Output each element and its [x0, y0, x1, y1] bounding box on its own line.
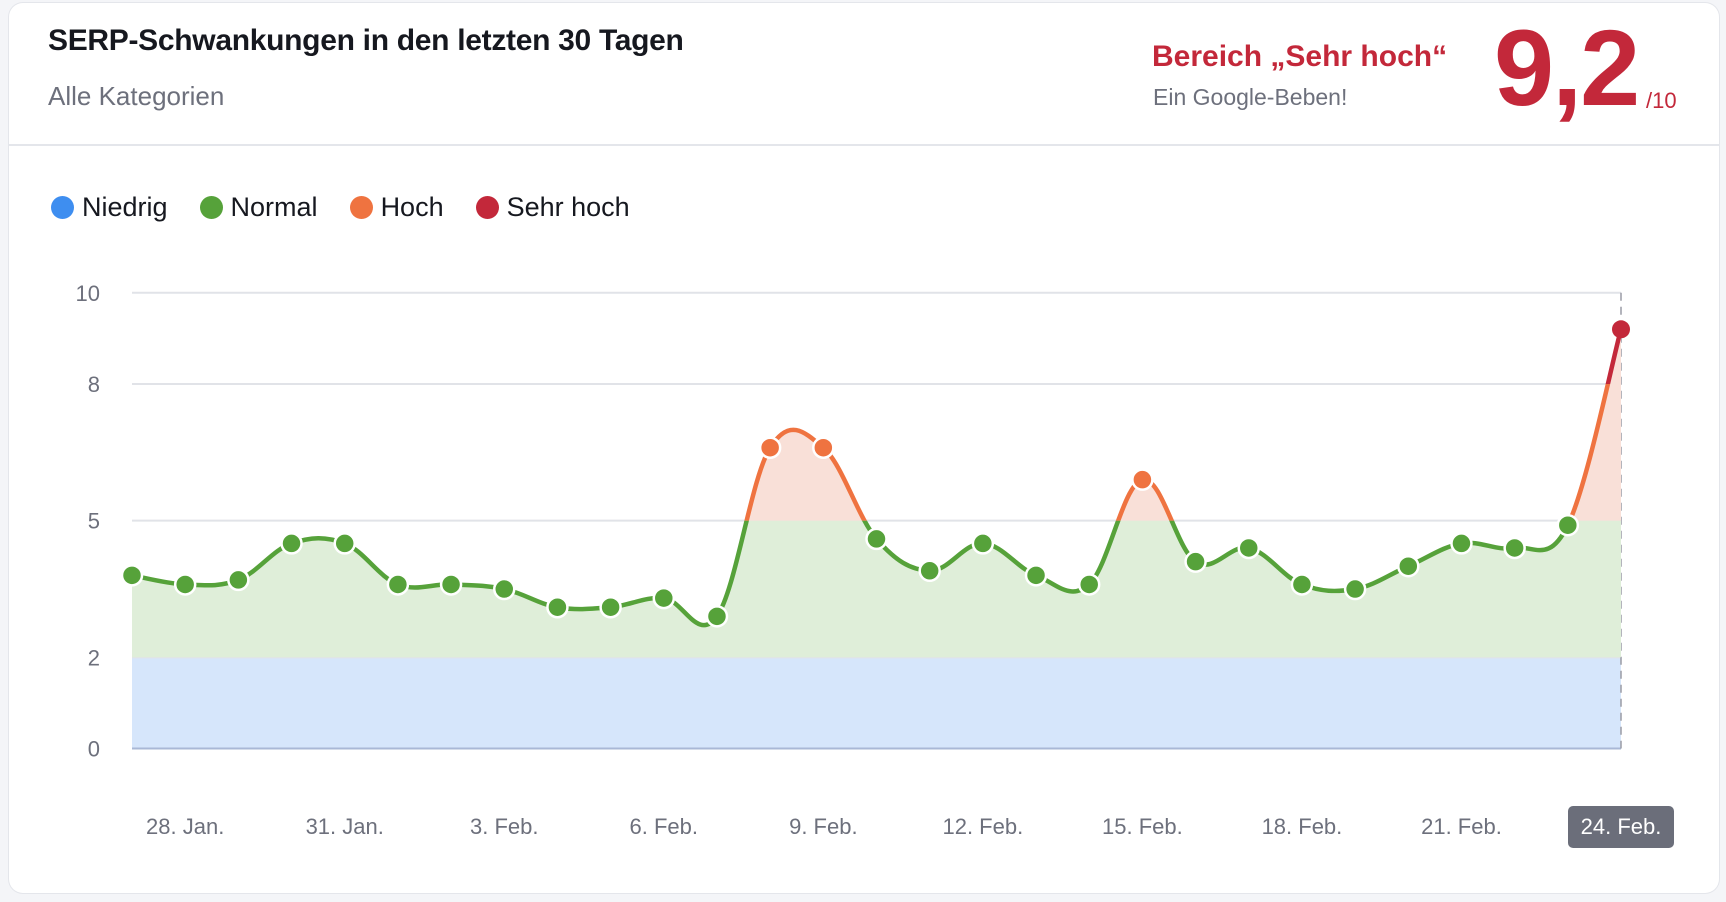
- data-point: [439, 573, 463, 596]
- legend-dot-icon: [475, 196, 499, 219]
- data-point: [705, 605, 729, 628]
- legend: Niedrig Normal Hoch Sehr hoch: [51, 192, 630, 223]
- data-point: [1077, 573, 1101, 596]
- data-point: [971, 532, 995, 555]
- data-point: [227, 568, 250, 592]
- data-point: [1612, 320, 1630, 339]
- legend-label: Sehr hoch: [506, 192, 630, 222]
- x-tick-label: 21. Feb.: [1421, 814, 1502, 839]
- y-tick-label: 2: [88, 645, 100, 670]
- data-point: [599, 595, 622, 619]
- x-tick-label: 9. Feb.: [789, 814, 857, 839]
- score-value: 9,2: [1494, 7, 1640, 128]
- legend-dot-icon: [349, 196, 373, 219]
- y-tick-label: 0: [88, 737, 100, 762]
- data-point: [918, 559, 941, 583]
- x-tick-label: 3. Feb.: [470, 814, 538, 839]
- x-tick-label: 31. Jan.: [306, 814, 384, 839]
- category-subtitle: Alle Kategorien: [48, 81, 225, 111]
- area-fill-normal: [132, 520, 1621, 658]
- x-tick-label: 6. Feb.: [630, 814, 698, 839]
- data-point: [1450, 532, 1473, 555]
- legend-item-normal[interactable]: Normal: [199, 192, 318, 223]
- card-title: SERP-Schwankungen in den letzten 30 Tage…: [48, 24, 684, 57]
- data-point: [812, 436, 835, 459]
- highlighted-date-badge: [1568, 806, 1674, 848]
- legend-item-sehr-hoch[interactable]: Sehr hoch: [475, 192, 630, 223]
- x-tick-label: 12. Feb.: [942, 814, 1023, 839]
- legend-label: Niedrig: [82, 192, 168, 222]
- legend-label: Normal: [230, 192, 318, 222]
- band-niedrig-fill: [132, 657, 1621, 749]
- data-point: [493, 577, 516, 601]
- data-point: [1184, 550, 1207, 573]
- legend-dot-icon: [199, 196, 223, 219]
- area-fill-hoch: [746, 383, 1621, 521]
- data-point: [1343, 577, 1367, 601]
- range-description: Ein Google-Beben!: [1153, 84, 1348, 110]
- range-label: Bereich „Sehr hoch“: [1152, 40, 1448, 73]
- legend-dot-icon: [51, 196, 74, 219]
- data-point: [1237, 536, 1260, 560]
- legend-item-hoch[interactable]: Hoch: [349, 192, 444, 223]
- score-max: /10: [1646, 88, 1677, 113]
- header-divider: [9, 144, 1719, 146]
- data-point: [1397, 554, 1420, 578]
- y-tick-label: 5: [88, 509, 100, 534]
- data-point: [758, 436, 782, 459]
- y-tick-label: 10: [76, 281, 100, 306]
- x-tick-label: 18. Feb.: [1262, 814, 1343, 839]
- data-point: [120, 564, 144, 587]
- data-point: [173, 573, 197, 596]
- data-point: [1131, 468, 1154, 491]
- legend-item-niedrig[interactable]: Niedrig: [51, 192, 168, 223]
- data-point: [333, 532, 356, 555]
- data-point: [1503, 536, 1526, 560]
- data-point: [386, 573, 410, 596]
- x-tick-label: 28. Jan.: [146, 814, 224, 839]
- data-point: [865, 527, 888, 551]
- data-point: [280, 532, 303, 555]
- data-point: [1024, 564, 1048, 587]
- data-point: [1556, 513, 1580, 537]
- data-point: [546, 595, 569, 619]
- data-point: [652, 586, 676, 610]
- y-tick-label: 8: [88, 372, 100, 397]
- legend-label: Hoch: [380, 192, 444, 222]
- x-tick-label: 24. Feb.: [1581, 814, 1662, 839]
- data-point: [1290, 573, 1314, 596]
- x-tick-label: 15. Feb.: [1102, 814, 1183, 839]
